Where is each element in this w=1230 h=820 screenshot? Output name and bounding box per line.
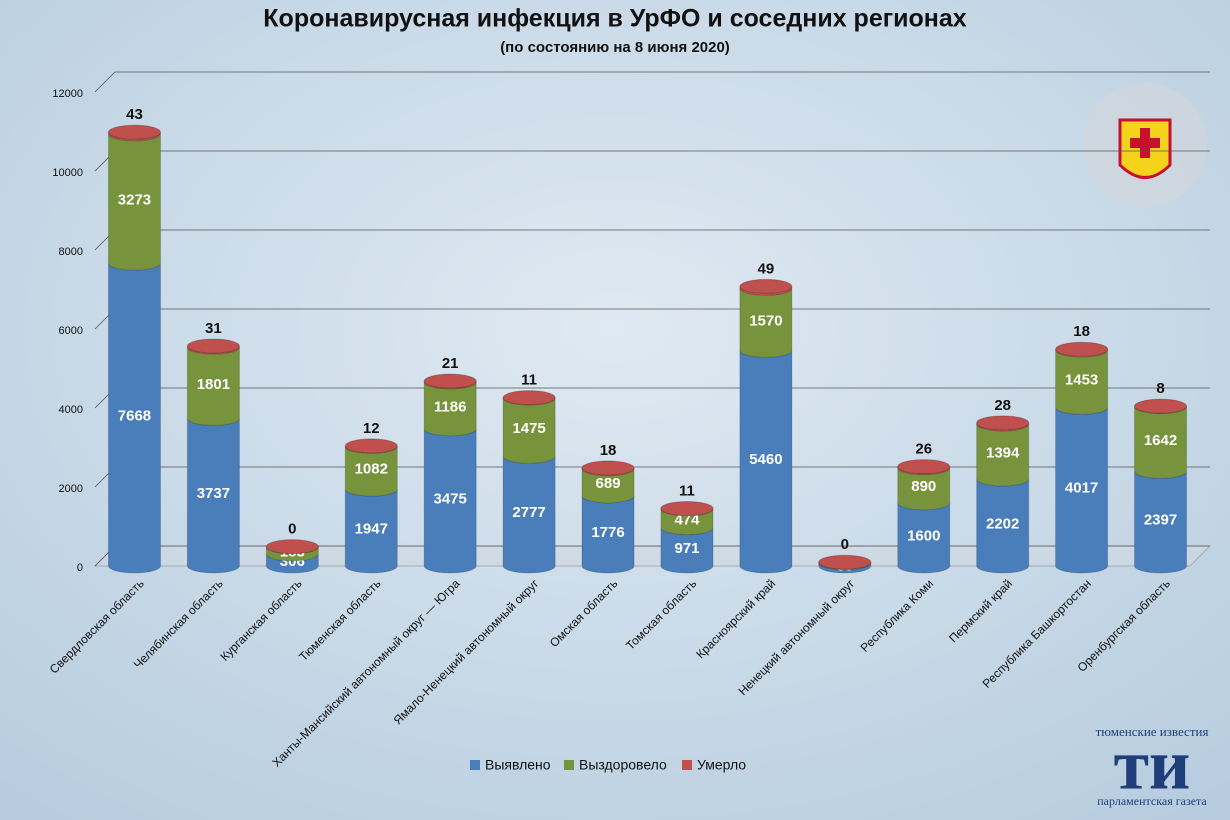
data-label: 8	[1156, 380, 1164, 397]
bar-top	[660, 500, 714, 516]
floor	[93, 545, 1212, 567]
chart-title: Коронавирусная инфекция в УрФО и соседни…	[263, 5, 966, 33]
data-label: 2202	[986, 515, 1019, 532]
data-label: 3475	[433, 490, 466, 507]
chart-subtitle: (по состоянию на 8 июня 2020)	[500, 39, 730, 56]
bar-top	[581, 460, 635, 476]
data-label: 689	[596, 475, 621, 492]
legend-swatch	[564, 760, 574, 770]
data-label: 3273	[118, 191, 151, 208]
data-label: 2777	[512, 504, 545, 521]
bar-top	[976, 415, 1030, 431]
y-tick-label: 12000	[52, 88, 83, 100]
data-label: 1394	[986, 444, 1020, 461]
branding: тюменские известия ти парламентская газе…	[1096, 724, 1209, 808]
bar-top	[107, 124, 162, 140]
grid-line	[94, 71, 1210, 93]
data-label: 1186	[434, 398, 467, 415]
emblem-cross	[1130, 128, 1160, 158]
y-tick-label: 0	[77, 562, 83, 574]
legend-swatch	[682, 760, 692, 770]
data-label: 21	[442, 355, 459, 372]
data-label: 1600	[907, 527, 940, 544]
data-label: 31	[205, 320, 222, 337]
data-label: 1453	[1065, 372, 1098, 389]
data-label: 28	[994, 397, 1011, 414]
data-label: 1801	[197, 376, 230, 393]
bar-top	[265, 539, 319, 555]
brand-mark: ти	[1114, 725, 1191, 805]
data-label: 1776	[591, 524, 624, 541]
data-label: 18	[600, 442, 617, 459]
data-label: 890	[911, 478, 936, 495]
y-tick-label: 10000	[52, 167, 83, 179]
data-label: 7668	[118, 408, 151, 425]
data-label: 1082	[355, 461, 388, 478]
data-label: 11	[521, 372, 537, 389]
bar-top	[186, 338, 240, 354]
data-label: 26	[915, 441, 932, 458]
data-label: 5460	[749, 451, 782, 468]
legend-label: Выявлено	[485, 757, 551, 773]
brand-top: тюменские известия	[1096, 724, 1209, 739]
y-tick-label: 2000	[59, 483, 83, 495]
bar-top	[1055, 341, 1109, 357]
data-label: 49	[758, 260, 775, 277]
data-label: 11	[679, 482, 695, 499]
logo	[1083, 83, 1207, 207]
legend-swatch	[470, 760, 480, 770]
bar-top	[423, 373, 477, 389]
bar-top	[344, 438, 398, 454]
legend-label: Выздоровело	[579, 757, 667, 773]
y-tick-label: 4000	[59, 404, 83, 416]
data-label: 2397	[1144, 512, 1177, 529]
data-label: 12	[363, 420, 380, 437]
data-label: 18	[1073, 323, 1090, 340]
y-tick-label: 8000	[59, 246, 83, 258]
data-label: 1570	[749, 312, 782, 329]
data-label: 971	[674, 540, 699, 557]
data-label: 1475	[512, 420, 545, 437]
legend-label: Умерло	[697, 757, 746, 773]
bar-top	[1133, 398, 1188, 414]
data-label: 1642	[1144, 432, 1177, 449]
bar-top	[897, 459, 951, 475]
data-label: 3737	[197, 485, 230, 502]
bar-top	[739, 278, 793, 294]
bar-top	[818, 554, 872, 570]
brand-bottom: парламентская газета	[1097, 794, 1207, 808]
data-label: 1947	[355, 521, 388, 538]
data-label: 43	[126, 106, 143, 123]
data-label: 4017	[1065, 480, 1098, 497]
bar-top	[502, 390, 556, 406]
data-label: 0	[841, 536, 849, 553]
data-label: 0	[288, 521, 296, 538]
y-tick-label: 6000	[59, 325, 83, 337]
